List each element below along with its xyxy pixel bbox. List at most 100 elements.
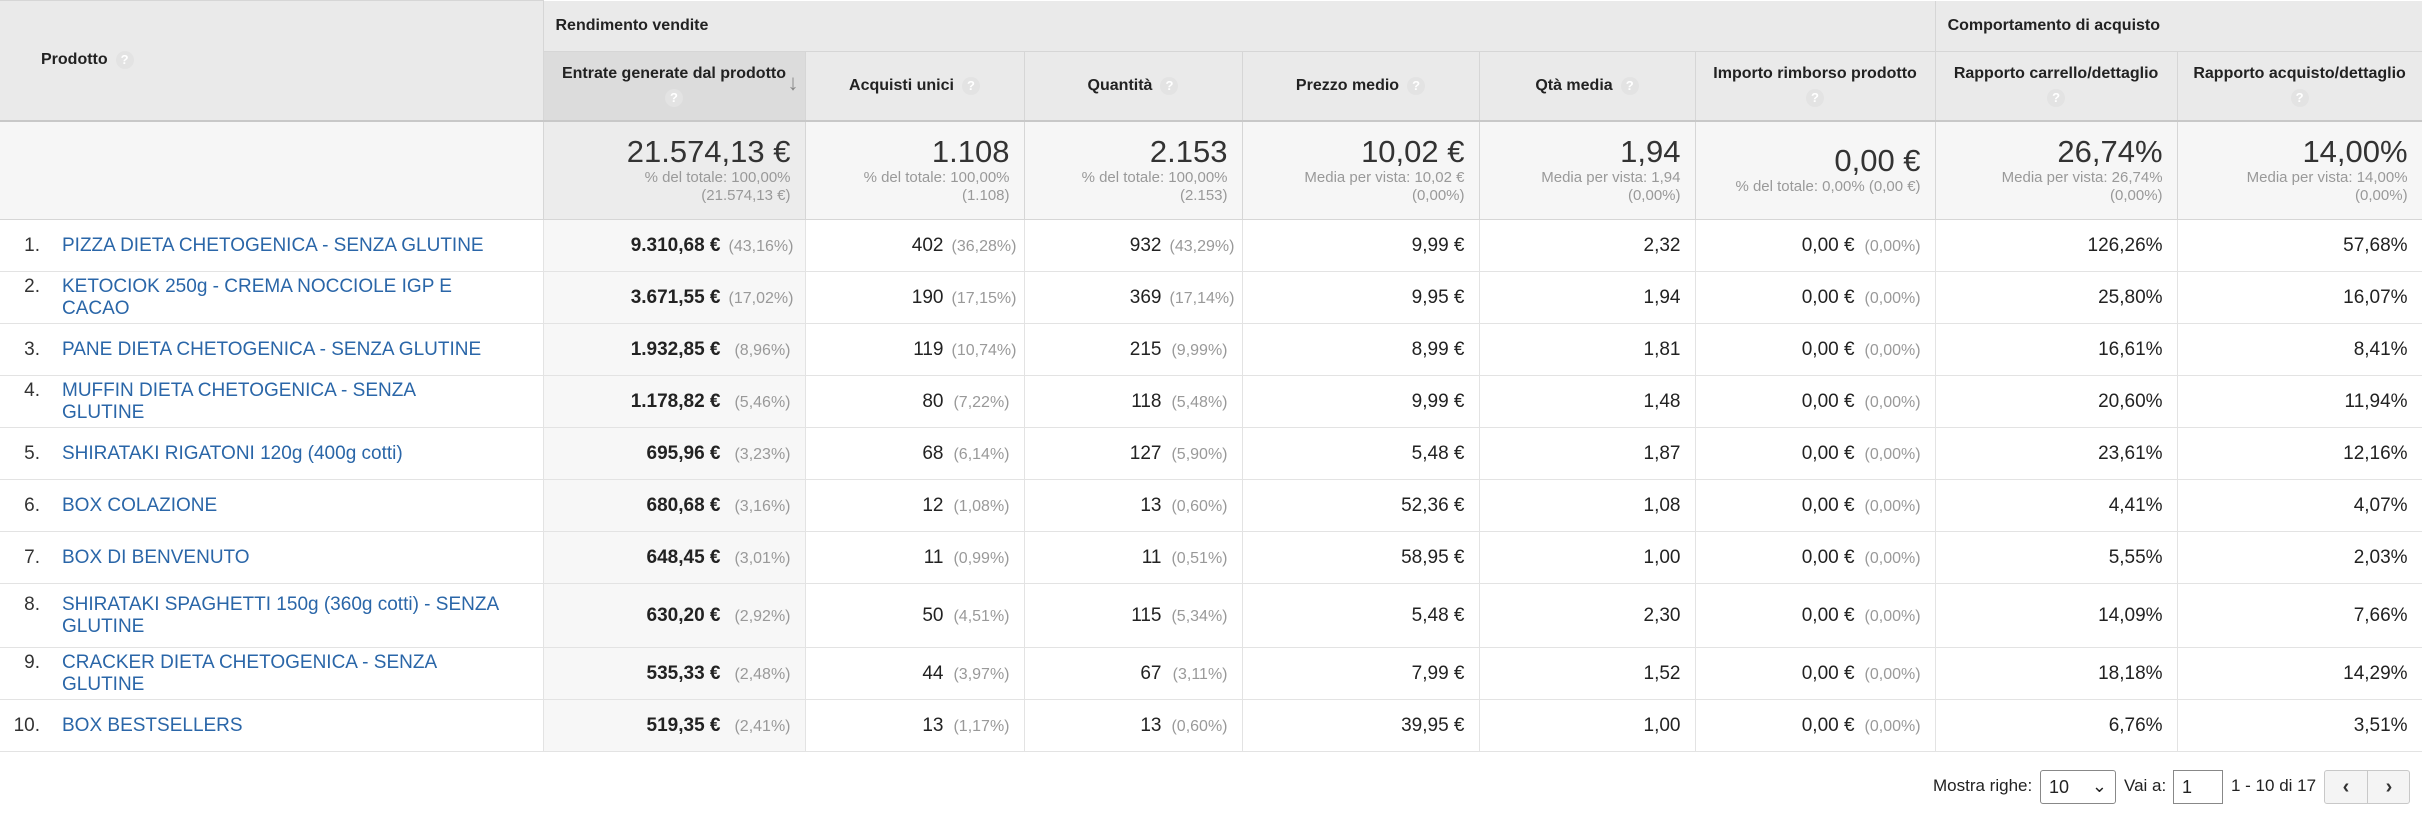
product-link[interactable]: SHIRATAKI RIGATONI 120g (400g cotti) xyxy=(62,442,403,464)
avg-qty-cell: 1,94 xyxy=(1479,271,1696,324)
avg-price-cell: 52,36 € xyxy=(1242,479,1480,532)
refund-cell: 0,00 € (0,00%) xyxy=(1695,271,1936,324)
product-link[interactable]: PANE DIETA CHETOGENICA - SENZA GLUTINE xyxy=(62,338,482,360)
column-header-unique-purchases[interactable]: Acquisti unici? xyxy=(805,51,1025,122)
total-sub: Media per vista: 14,00% xyxy=(2246,169,2408,187)
column-header-quantity[interactable]: Quantità? xyxy=(1024,51,1243,122)
rows-per-page-select[interactable]: 10 ⌄ xyxy=(2040,770,2116,804)
avg-price-value: 39,95 € xyxy=(1401,714,1465,736)
column-header-buy-detail-rate[interactable]: Rapporto acquisto/dettaglio? xyxy=(2177,51,2422,122)
refund-value: 0,00 € xyxy=(1801,442,1855,464)
refund-cell: 0,00 € (0,00%) xyxy=(1695,583,1936,648)
avg-qty-cell: 2,30 xyxy=(1479,583,1696,648)
product-link[interactable]: SHIRATAKI SPAGHETTI 150g (360g cotti) - … xyxy=(62,593,499,637)
cart-detail-rate-cell: 6,76% xyxy=(1935,699,2178,752)
revenue-value: 1.932,85 € xyxy=(630,338,721,360)
table-row: 4. MUFFIN DIETA CHETOGENICA - SENZA GLUTI… xyxy=(0,375,2422,428)
quantity-value: 13 xyxy=(1140,494,1162,516)
row-index: 4. xyxy=(24,379,40,401)
quantity-value: 118 xyxy=(1131,390,1162,412)
product-link[interactable]: PIZZA DIETA CHETOGENICA - SENZA GLUTINE xyxy=(62,234,484,256)
help-icon[interactable]: ? xyxy=(2290,88,2309,107)
buy-detail-rate-cell: 7,66% xyxy=(2177,583,2422,648)
column-header-refund[interactable]: Importo rimborso prodotto? xyxy=(1695,51,1936,122)
quantity-value: 369 xyxy=(1129,286,1162,308)
row-index: 10. xyxy=(13,714,40,736)
help-icon[interactable]: ? xyxy=(961,76,980,95)
total-sub: Media per vista: 1,94 xyxy=(1541,169,1681,187)
product-link[interactable]: BOX COLAZIONE xyxy=(62,494,218,516)
sort-descending-icon[interactable]: ↓ xyxy=(787,70,799,95)
prev-page-icon[interactable]: ‹ xyxy=(2325,771,2368,803)
column-header-avg-qty[interactable]: Qtà media? xyxy=(1479,51,1696,122)
column-header-product[interactable]: Prodotto? xyxy=(0,0,544,122)
product-link[interactable]: BOX DI BENVENUTO xyxy=(62,546,250,568)
revenue-percent: (3,16%) xyxy=(734,497,791,515)
quantity-percent: (3,11%) xyxy=(1172,665,1228,683)
refund-percent: (0,00%) xyxy=(1864,607,1921,625)
refund-value: 0,00 € xyxy=(1801,714,1855,736)
quantity-cell: 215 (9,99%) xyxy=(1024,323,1243,376)
product-link[interactable]: BOX BESTSELLERS xyxy=(62,714,243,736)
cart-detail-rate-cell: 5,55% xyxy=(1935,531,2178,584)
unique-purchases-cell: 44 (3,97%) xyxy=(805,647,1025,700)
unique-purchases-cell: 68 (6,14%) xyxy=(805,427,1025,480)
refund-cell: 0,00 € (0,00%) xyxy=(1695,219,1936,272)
quantity-value: 932 xyxy=(1129,234,1162,256)
avg-price-value: 58,95 € xyxy=(1401,546,1465,568)
unique-purchases-percent: (3,97%) xyxy=(953,665,1010,683)
column-header-label: Quantità xyxy=(1087,76,1153,94)
refund-percent: (0,00%) xyxy=(1864,237,1921,255)
cart-detail-rate-cell: 14,09% xyxy=(1935,583,2178,648)
revenue-cell: 519,35 € (2,41%) xyxy=(543,699,806,752)
refund-value: 0,00 € xyxy=(1801,604,1855,626)
goto-page-input[interactable]: 1 xyxy=(2173,770,2223,804)
totals-label-cell xyxy=(0,120,544,220)
help-icon[interactable]: ? xyxy=(115,51,134,70)
help-icon[interactable]: ? xyxy=(1806,88,1825,107)
quantity-percent: (43,29%) xyxy=(1169,237,1235,255)
product-link[interactable]: CRACKER DIETA CHETOGENICA - SENZA GLUTIN… xyxy=(62,651,437,695)
table-row: 7. BOX DI BENVENUTO 648,45 € (3,01%) 11 (0,99… xyxy=(0,531,2422,584)
avg-qty-cell: 1,52 xyxy=(1479,647,1696,700)
buy-detail-rate-value: 12,16% xyxy=(2343,442,2408,464)
row-index: 1. xyxy=(24,234,40,256)
cart-detail-rate-cell: 18,18% xyxy=(1935,647,2178,700)
cart-detail-rate-value: 14,09% xyxy=(2098,604,2163,626)
table-row: 8. SHIRATAKI SPAGHETTI 150g (360g cotti) … xyxy=(0,583,2422,648)
column-header-avg-price[interactable]: Prezzo medio? xyxy=(1242,51,1480,122)
total-sub: % del totale: 0,00% (0,00 €) xyxy=(1735,178,1921,196)
product-link[interactable]: MUFFIN DIETA CHETOGENICA - SENZA GLUTINE xyxy=(62,379,415,423)
revenue-percent: (2,41%) xyxy=(734,717,791,735)
help-icon[interactable]: ? xyxy=(1620,76,1639,95)
unique-purchases-cell: 119 (10,74%) xyxy=(805,323,1025,376)
revenue-value: 680,68 € xyxy=(646,494,721,516)
cart-detail-rate-value: 16,61% xyxy=(2098,338,2163,360)
help-icon[interactable]: ? xyxy=(1407,76,1426,95)
avg-qty-value: 1,81 xyxy=(1643,338,1681,360)
refund-percent: (0,00%) xyxy=(1864,665,1921,683)
quantity-cell: 115 (5,34%) xyxy=(1024,583,1243,648)
cart-detail-rate-cell: 20,60% xyxy=(1935,375,2178,428)
product-cell: 2. KETOCIOK 250g - CREMA NOCCIOLE IGP E C… xyxy=(0,271,544,324)
product-cell: 6. BOX COLAZIONE xyxy=(0,479,544,532)
refund-value: 0,00 € xyxy=(1801,338,1855,360)
help-icon[interactable]: ? xyxy=(665,88,683,107)
avg-qty-value: 1,48 xyxy=(1643,390,1681,412)
buy-detail-rate-cell: 3,51% xyxy=(2177,699,2422,752)
quantity-value: 127 xyxy=(1129,442,1162,464)
avg-qty-value: 1,87 xyxy=(1643,442,1681,464)
next-page-icon[interactable]: › xyxy=(2385,776,2393,798)
column-header-label: Entrate generate dal prodotto xyxy=(561,64,787,82)
column-header-revenue[interactable]: Entrate generate dal prodotto ? ↓ xyxy=(543,51,806,122)
column-header-cart-detail-rate[interactable]: Rapporto carrello/dettaglio? xyxy=(1935,51,2178,122)
refund-percent: (0,00%) xyxy=(1864,393,1921,411)
quantity-percent: (0,51%) xyxy=(1171,549,1228,567)
page-nav-buttons: ‹ › xyxy=(2324,770,2410,804)
total-unique-purchases: 1.108% del totale: 100,00% (1.108) xyxy=(805,120,1025,220)
help-icon[interactable]: ? xyxy=(2047,88,2066,107)
quantity-cell: 13 (0,60%) xyxy=(1024,699,1243,752)
help-icon[interactable]: ? xyxy=(1160,76,1179,95)
product-cell: 8. SHIRATAKI SPAGHETTI 150g (360g cotti) … xyxy=(0,583,544,648)
product-link[interactable]: KETOCIOK 250g - CREMA NOCCIOLE IGP E CAC… xyxy=(62,275,452,319)
